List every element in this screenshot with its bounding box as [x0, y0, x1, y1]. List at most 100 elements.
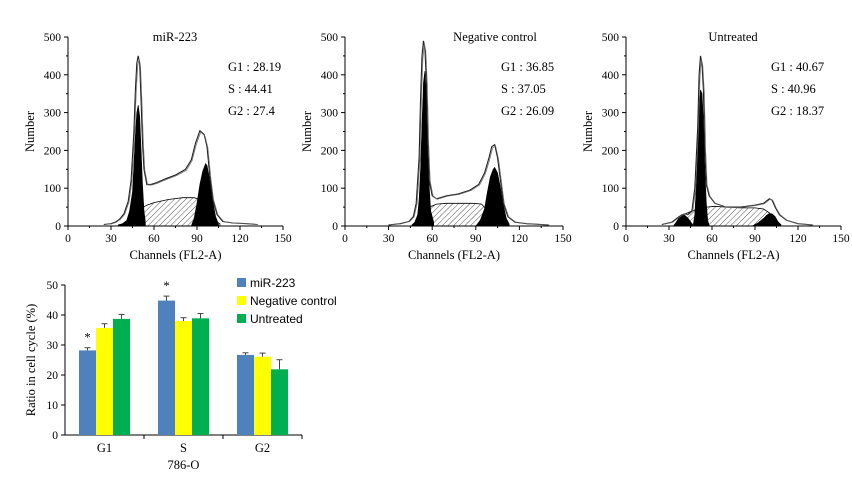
y-tick-label: 500 — [321, 32, 339, 44]
y-tick-label: 0 — [332, 221, 338, 233]
g1-peak — [693, 89, 710, 227]
g2-peak — [475, 166, 510, 227]
y-tick-label: 300 — [321, 108, 339, 120]
x-tick-label: 90 — [470, 233, 482, 245]
phase-stat: S : 44.41 — [228, 82, 273, 96]
bar-mir-223-s — [158, 300, 175, 435]
bar-category-label: G2 — [255, 441, 270, 455]
y-tick-label: 400 — [602, 70, 620, 82]
cell-cycle-bar-chart: 0 10 20 30 40 50 G1 S G2 * * 786-O Ratio in cell cyc… — [24, 276, 337, 472]
x-tick-label: 60 — [148, 233, 160, 245]
y-tick-label: 400 — [321, 70, 339, 82]
bar-x-axis-label: 786-O — [168, 458, 200, 472]
x-tick-label: 150 — [554, 233, 572, 245]
panel-title: Negative control — [453, 30, 537, 44]
bar-negative-control-s — [175, 321, 192, 435]
phase-stat: S : 37.05 — [501, 82, 546, 96]
legend-swatch — [237, 296, 246, 305]
histogram-envelope-fit — [104, 58, 259, 225]
y-tick-label: 300 — [44, 108, 62, 120]
x-tick-label: 30 — [105, 233, 117, 245]
bar-y-tick-label: 40 — [47, 310, 59, 322]
y-tick-label: 200 — [602, 145, 620, 157]
x-tick-label: 150 — [832, 233, 850, 245]
x-tick-label: 90 — [749, 233, 761, 245]
bar-untreated-g1 — [113, 318, 130, 435]
x-tick-label: 0 — [65, 233, 71, 245]
y-tick-label: 500 — [44, 32, 62, 44]
y-tick-label: 300 — [602, 108, 620, 120]
legend-label: Negative control — [250, 294, 337, 308]
x-tick-label: 30 — [383, 233, 395, 245]
phase-stat: G1 : 28.19 — [228, 60, 281, 74]
x-tick-label: 120 — [511, 233, 529, 245]
g1-peak — [411, 70, 435, 227]
panel-title: miR-223 — [153, 30, 197, 44]
y-tick-label: 500 — [602, 32, 620, 44]
phase-stat: G2 : 18.37 — [771, 104, 824, 118]
histogram-envelope-fit — [662, 58, 814, 226]
legend-label: Untreated — [250, 312, 303, 326]
bar-y-tick-label: 50 — [47, 280, 59, 292]
bar-y-tick-label: 10 — [47, 400, 59, 412]
bar-category-label: S — [180, 441, 187, 455]
panel-title: Untreated — [708, 30, 758, 44]
g2-peak — [751, 213, 782, 227]
x-axis-label: Channels (FL2-A) — [408, 248, 500, 262]
significance-marker: * — [84, 331, 90, 345]
x-axis-label: Channels (FL2-A) — [688, 248, 780, 262]
legend-swatch — [237, 314, 246, 323]
bar-y-tick-label: 0 — [52, 430, 58, 442]
bar-mir-223-g2 — [237, 354, 254, 435]
x-tick-label: 150 — [274, 233, 292, 245]
y-tick-label: 200 — [321, 145, 339, 157]
x-tick-label: 0 — [623, 233, 629, 245]
x-tick-label: 120 — [231, 233, 249, 245]
x-tick-label: 90 — [191, 233, 203, 245]
y-tick-label: 100 — [602, 183, 620, 195]
y-axis-label: Number — [300, 110, 314, 152]
y-tick-label: 100 — [44, 183, 62, 195]
y-tick-label: 0 — [55, 221, 61, 233]
histogram-envelope-fit — [389, 43, 550, 226]
y-axis-label: Number — [23, 110, 37, 152]
histogram-envelope — [103, 55, 258, 226]
phase-stat: G1 : 40.67 — [771, 60, 824, 74]
phase-stat: S : 40.96 — [771, 82, 816, 96]
x-axis-label: Channels (FL2-A) — [130, 248, 222, 262]
bar-y-axis-label: Ratio in cell cycle (%) — [24, 304, 38, 416]
flow-panel-3: 0 30 60 90 120 150 0 100 200 300 400 500 Channels (F… — [581, 30, 850, 262]
phase-stat: G1 : 36.85 — [501, 60, 554, 74]
g1-peak — [117, 104, 146, 227]
y-tick-label: 200 — [44, 145, 62, 157]
histogram-envelope — [388, 40, 549, 226]
bar-negative-control-g2 — [254, 356, 271, 435]
legend-swatch — [237, 278, 246, 287]
x-tick-label: 60 — [706, 233, 718, 245]
x-tick-label: 0 — [342, 233, 348, 245]
g2-peak — [191, 162, 219, 227]
phase-stat: G2 : 26.09 — [501, 104, 554, 118]
flow-panel-1: 0 30 60 90 120 150 0 100 200 300 400 500 Channels (F… — [23, 30, 292, 262]
flow-panel-2: 0 30 60 90 120 150 0 100 200 300 400 500 Channels (F… — [300, 30, 572, 262]
bar-untreated-g2 — [271, 369, 288, 435]
bar-negative-control-g1 — [96, 327, 113, 435]
x-tick-label: 120 — [789, 233, 807, 245]
bar-mir-223-g1 — [79, 350, 96, 435]
bar-category-label: G1 — [97, 441, 112, 455]
bar-y-tick-label: 30 — [47, 340, 59, 352]
legend-label: miR-223 — [250, 276, 296, 290]
y-tick-label: 400 — [44, 70, 62, 82]
y-tick-label: 100 — [321, 183, 339, 195]
y-axis-label: Number — [581, 110, 595, 152]
x-tick-label: 60 — [426, 233, 438, 245]
phase-stat: G2 : 27.4 — [228, 104, 276, 118]
bar-untreated-s — [192, 318, 209, 435]
y-tick-label: 0 — [613, 221, 619, 233]
bar-legend: miR-223 Negative control Untreated — [237, 276, 337, 326]
bar-y-tick-label: 20 — [47, 370, 59, 382]
x-tick-label: 30 — [663, 233, 675, 245]
significance-marker: * — [163, 279, 169, 293]
